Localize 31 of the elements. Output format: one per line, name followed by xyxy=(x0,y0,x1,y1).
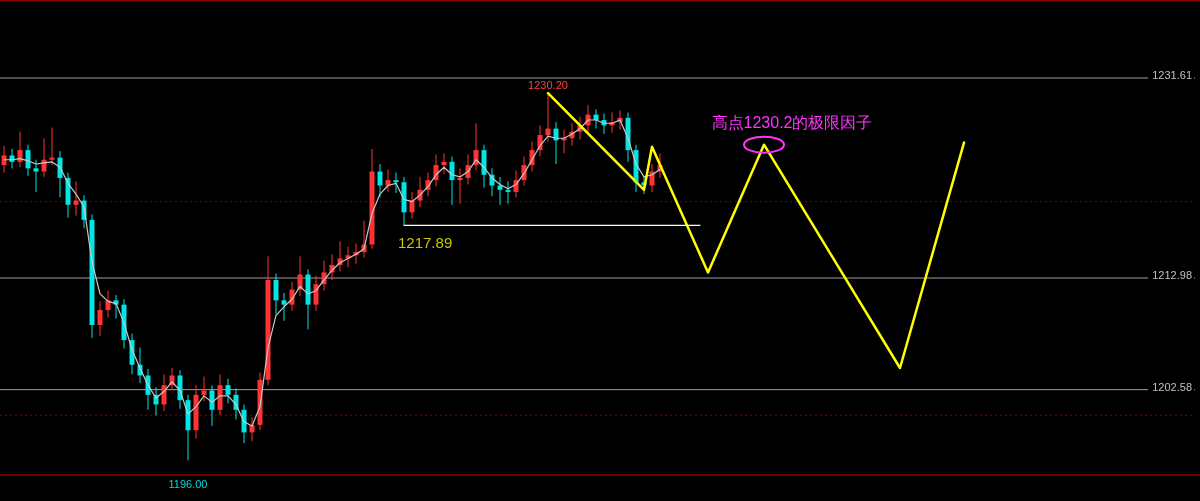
candlestick xyxy=(225,378,231,404)
annotation: 1217.89 xyxy=(398,234,453,252)
candlestick xyxy=(273,273,279,315)
candlestick xyxy=(1,145,7,174)
candlestick xyxy=(393,172,399,194)
candlestick xyxy=(377,163,383,198)
candlestick xyxy=(457,167,463,205)
candlestick xyxy=(113,294,119,320)
candlestick xyxy=(105,290,111,319)
candlestick xyxy=(33,159,39,193)
candlestick xyxy=(9,148,15,169)
candlestick xyxy=(17,131,23,168)
annotation: 1230.20 xyxy=(528,79,568,92)
candlestick xyxy=(545,92,551,142)
candlestick xyxy=(441,152,447,175)
candlestick xyxy=(281,292,287,322)
candlestick xyxy=(25,144,31,177)
candlestick xyxy=(505,180,511,205)
candlestick xyxy=(97,300,103,337)
y-tick-label: 1212.98 xyxy=(1152,269,1192,282)
candlestick xyxy=(497,176,503,206)
candlestick xyxy=(313,275,319,312)
y-tick-label: 1202.58 xyxy=(1152,380,1192,393)
y-tick-label: 1231.61 xyxy=(1152,69,1192,82)
annotation: 高点1230.2的极限因子 xyxy=(711,113,873,131)
line-series xyxy=(546,91,966,370)
text: 1196.00 xyxy=(168,478,208,491)
candlestick xyxy=(145,368,151,411)
candlestick xyxy=(201,376,207,402)
candlestick xyxy=(73,180,79,217)
candlestick xyxy=(49,127,55,166)
